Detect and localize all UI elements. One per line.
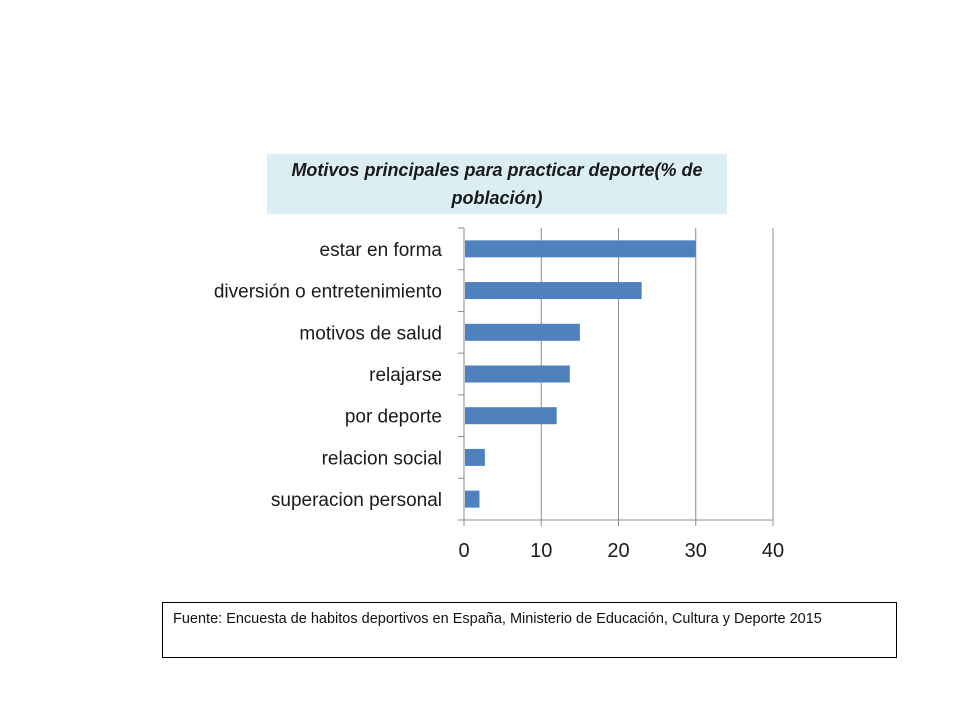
x-tick-label: 10 — [530, 540, 552, 562]
chart-title-line-1: Motivos principales para practicar depor… — [291, 160, 703, 180]
x-tick-label: 30 — [685, 540, 707, 562]
category-label: relajarse — [369, 365, 442, 386]
x-tick-label: 20 — [607, 540, 629, 562]
category-labels: estar en forma diversión o entretenimient… — [214, 240, 443, 511]
chart-title-line-2: población) — [451, 188, 543, 208]
x-tick-label: 40 — [762, 540, 784, 562]
bar — [465, 240, 696, 258]
x-tick-labels: 0 10 20 30 40 — [458, 540, 784, 562]
category-label: superacion personal — [271, 490, 442, 511]
bar — [465, 323, 580, 341]
x-tick-label: 0 — [458, 540, 469, 562]
category-label: relacion social — [322, 448, 442, 469]
bar — [465, 490, 480, 508]
bars — [465, 240, 696, 508]
category-label: diversión o entretenimiento — [214, 282, 442, 303]
bar — [465, 407, 557, 425]
category-label: motivos de salud — [299, 323, 442, 344]
axes — [458, 227, 774, 526]
source-note: Fuente: Encuesta de habitos deportivos e… — [162, 602, 897, 658]
bar — [465, 448, 485, 466]
bar — [465, 282, 642, 300]
bar-chart: estar en forma diversión o entretenimient… — [214, 227, 784, 562]
chart-title: Motivos principales para practicar depor… — [267, 154, 727, 214]
gridlines — [540, 228, 774, 520]
category-label: estar en forma — [320, 240, 443, 261]
category-label: por deporte — [345, 407, 442, 428]
source-text: Fuente: Encuesta de habitos deportivos e… — [173, 611, 822, 627]
bar — [465, 365, 570, 383]
